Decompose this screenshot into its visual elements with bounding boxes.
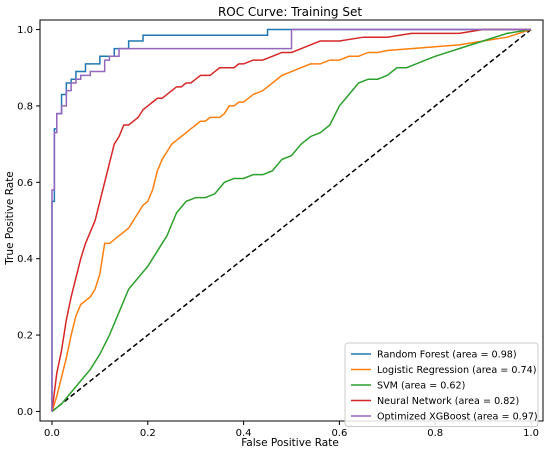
legend-entry-4: Optimized XGBoost (area = 0.97) — [377, 412, 538, 423]
legend-entry-0: Random Forest (area = 0.98) — [377, 350, 517, 361]
plot-frame — [39, 19, 544, 422]
y-tick-label: 0.0 — [17, 407, 33, 418]
x-tick-label: 0.6 — [331, 428, 347, 439]
chart-title: ROC Curve: Training Set — [218, 5, 362, 19]
y-tick-label: 0.2 — [17, 331, 33, 342]
series-line-4 — [51, 28, 532, 412]
y-tick-label: 0.4 — [17, 254, 33, 265]
series-line-1 — [51, 28, 532, 412]
chance-diagonal-layer — [51, 28, 532, 413]
x-tick-label: 0.8 — [427, 428, 443, 439]
legend-entry-1: Logistic Regression (area = 0.74) — [377, 365, 536, 376]
y-tick-label: 0.6 — [17, 178, 33, 189]
x-tick-label: 1.0 — [523, 428, 539, 439]
chance-diagonal-line — [51, 28, 532, 413]
y-axis-label: True Positive Rate — [4, 171, 16, 266]
y-tick-label: 1.0 — [17, 25, 33, 36]
legend: Random Forest (area = 0.98) Logistic Regr… — [344, 342, 539, 427]
x-tick-label: 0.0 — [44, 428, 60, 439]
legend-box — [344, 342, 539, 427]
x-axis-label: False Positive Rate — [241, 437, 339, 449]
y-tick-label: 0.8 — [17, 101, 33, 112]
series-layer — [51, 28, 532, 413]
legend-entry-3: Neural Network (area = 0.82) — [377, 396, 519, 407]
series-line-3 — [51, 28, 532, 412]
legend-entry-2: SVM (area = 0.62) — [377, 381, 465, 392]
x-tick-label: 0.4 — [236, 428, 252, 439]
x-tick-label: 0.2 — [140, 428, 156, 439]
series-line-2 — [51, 28, 532, 413]
